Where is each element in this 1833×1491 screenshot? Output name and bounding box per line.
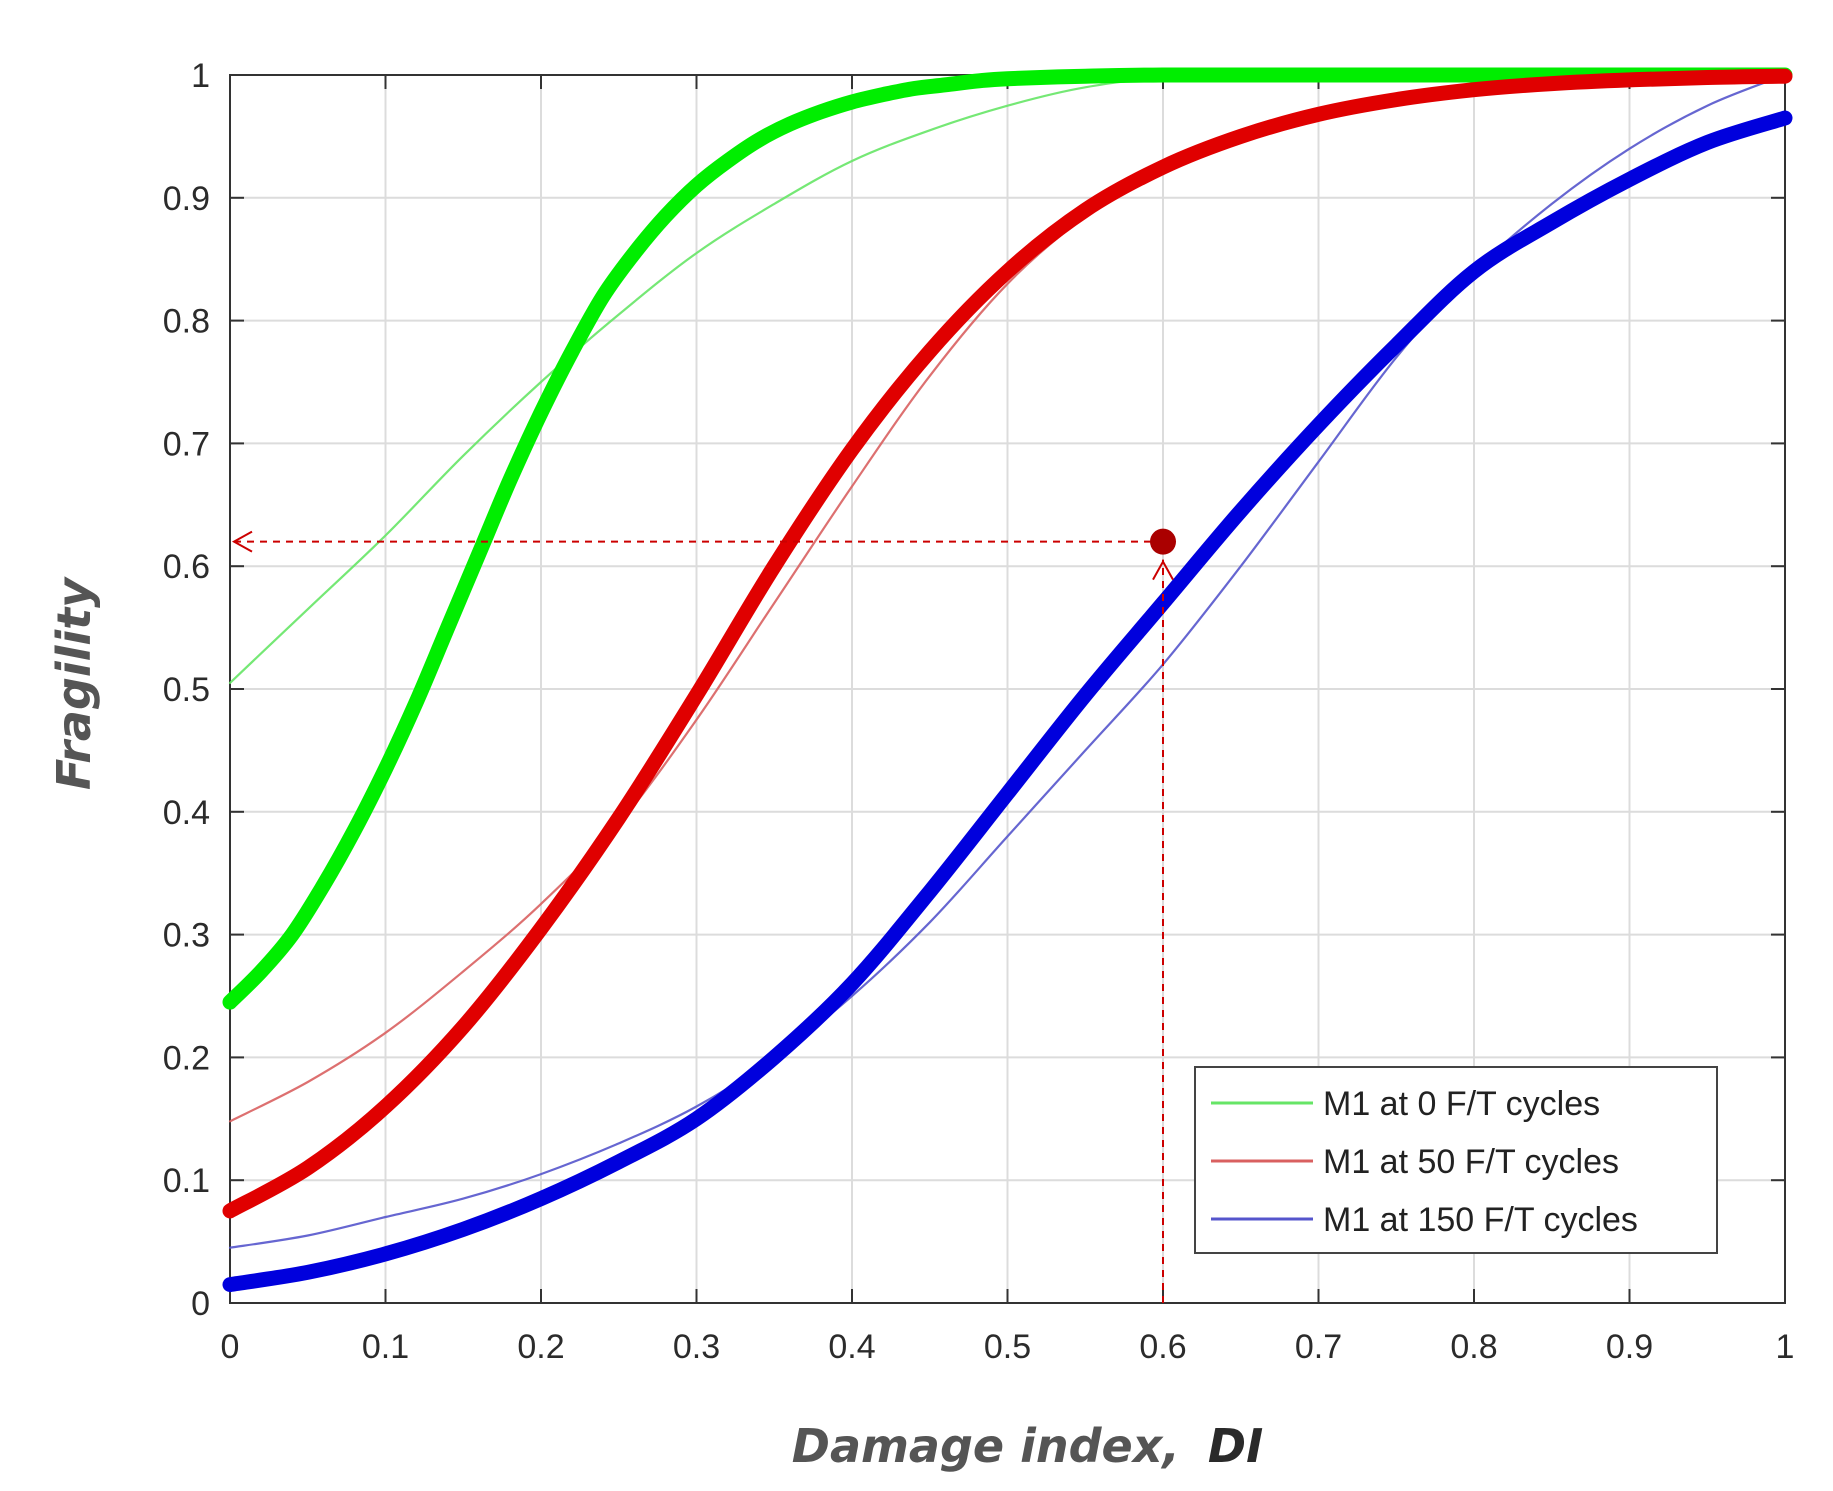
series-lines bbox=[222, 67, 1793, 1293]
series-line-m1-at-0-f-t-cycles-fitted bbox=[222, 67, 1793, 1010]
x-tick-label: 0.4 bbox=[828, 1328, 875, 1366]
y-axis-title: Fragility bbox=[47, 576, 101, 790]
x-tick-label: 0.9 bbox=[1606, 1328, 1653, 1366]
y-tick-label: 0.2 bbox=[163, 1039, 210, 1077]
x-axis-title-symbol: DI bbox=[1208, 1419, 1263, 1473]
y-tick-label: 1 bbox=[191, 57, 210, 95]
y-tick-label: 0 bbox=[191, 1285, 210, 1323]
x-tick-label: 1 bbox=[1776, 1328, 1795, 1366]
y-tick-label: 0.9 bbox=[163, 180, 210, 218]
annotation bbox=[231, 528, 1176, 1303]
y-tick-label: 0.8 bbox=[163, 303, 210, 341]
legend-label: M1 at 150 F/T cycles bbox=[1323, 1201, 1638, 1239]
y-tick-label: 0.3 bbox=[163, 917, 210, 955]
x-tick-label: 0.5 bbox=[984, 1328, 1031, 1366]
legend-label: M1 at 50 F/T cycles bbox=[1323, 1143, 1619, 1181]
series-line-m1-at-50-f-t-cycles-fitted bbox=[222, 68, 1793, 1219]
x-tick-label: 0.1 bbox=[362, 1328, 409, 1366]
x-tick-label: 0.7 bbox=[1295, 1328, 1342, 1366]
y-tick-label: 0.7 bbox=[163, 425, 210, 463]
x-tick-label: 0.2 bbox=[517, 1328, 564, 1366]
x-tick-label: 0.3 bbox=[673, 1328, 720, 1366]
annotation-horizontal-arrowhead bbox=[231, 530, 253, 553]
y-tick-label: 0.4 bbox=[163, 794, 210, 832]
x-axis-title-main: Damage index, bbox=[792, 1419, 1180, 1473]
legend: M1 at 0 F/T cycles M1 at 50 F/T cycles M1 … bbox=[1194, 1066, 1718, 1254]
annotation-vertical-arrowhead bbox=[1152, 559, 1174, 581]
y-tick-label: 0.6 bbox=[163, 548, 210, 586]
series-line-m1-at-150-f-t-cycles-fitted bbox=[222, 110, 1793, 1293]
y-tick-label: 0.1 bbox=[163, 1162, 210, 1200]
x-tick-label: 0.6 bbox=[1139, 1328, 1186, 1366]
legend-label: M1 at 0 F/T cycles bbox=[1323, 1085, 1600, 1123]
axis-ticks: 0 0.1 0.2 0.3 0.4 0.5 0.6 0.7 0.8 0.9 1 0 0.1 0.2 0.3 0… bbox=[163, 57, 1795, 1366]
x-tick-label: 0.8 bbox=[1450, 1328, 1497, 1366]
y-tick-label: 0.5 bbox=[163, 671, 210, 709]
series-line-m1-at-150-f-t-cycles-empirical bbox=[228, 73, 1787, 1249]
x-axis-title: Damage index, DI bbox=[792, 1419, 1263, 1473]
x-tick-label: 0 bbox=[221, 1328, 240, 1366]
annotation-point bbox=[1150, 528, 1176, 555]
